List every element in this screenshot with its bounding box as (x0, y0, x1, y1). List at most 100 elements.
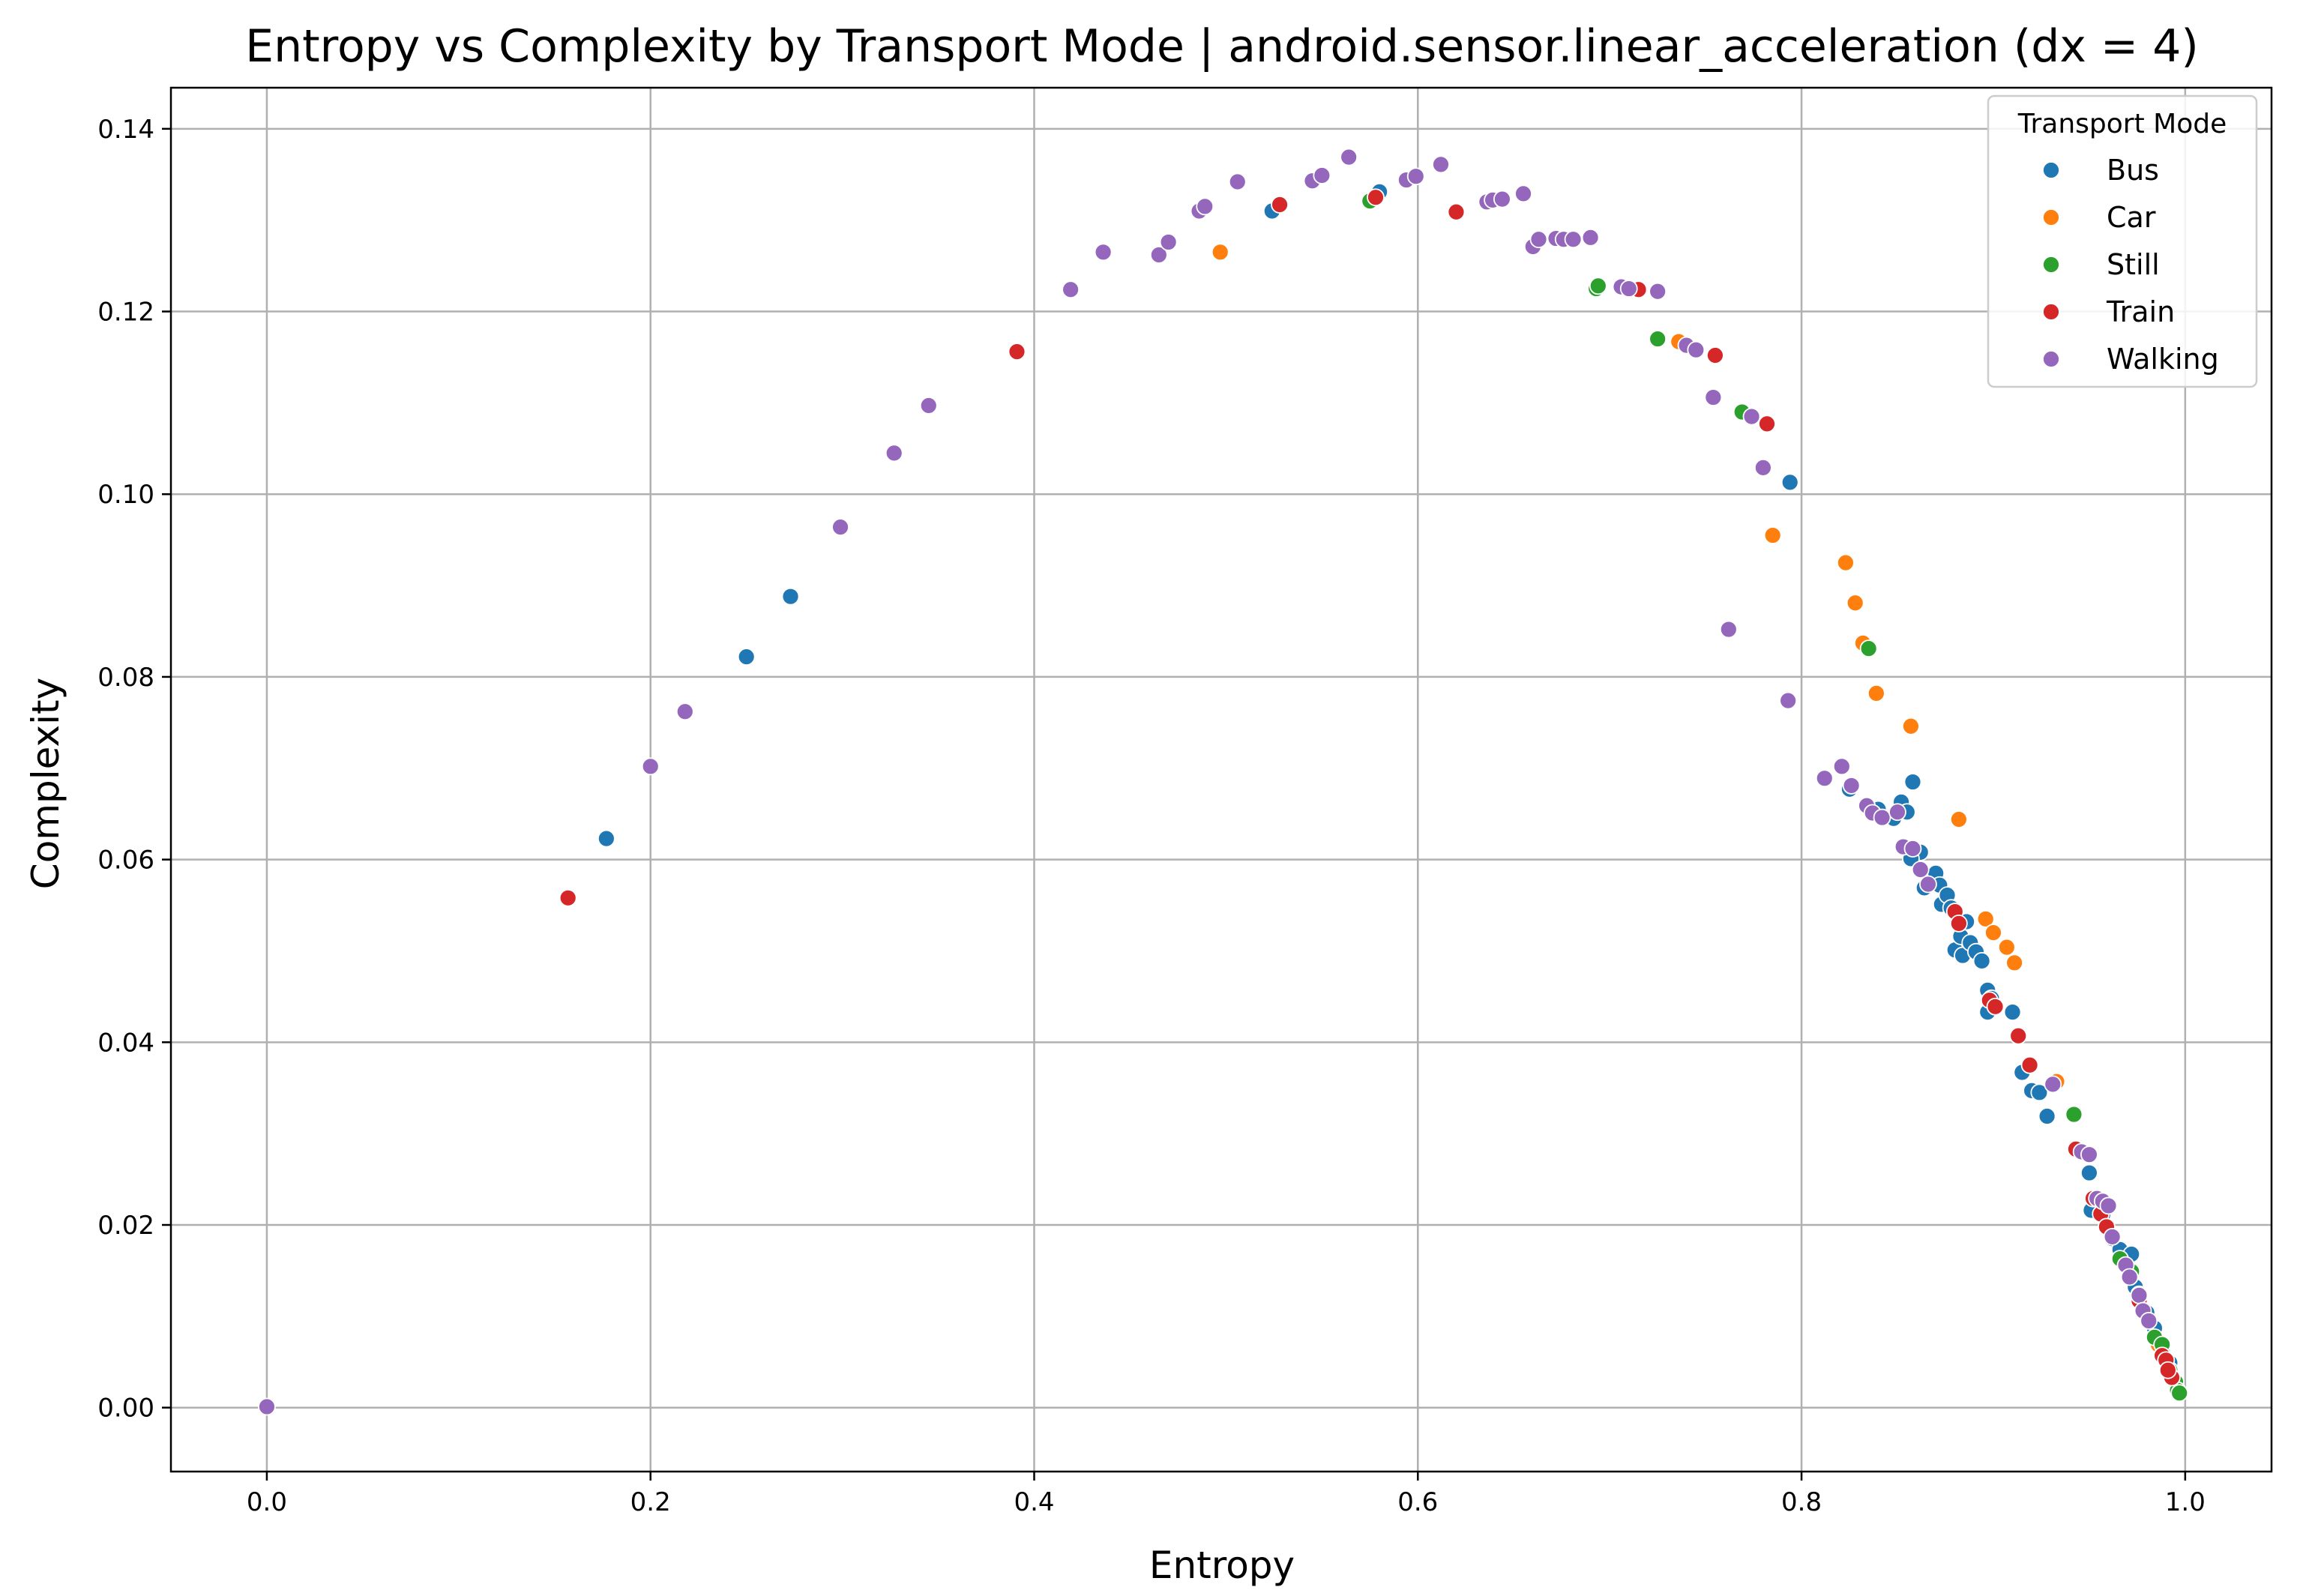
point-train (1706, 346, 1724, 364)
point-walking (1919, 875, 1937, 894)
point-still (1649, 330, 1667, 348)
point-train (1367, 188, 1385, 207)
y-axis-ticks: 0.00 0.02 0.04 0.06 0.08 0.10 0.12 0.14 (97, 115, 171, 1424)
point-walking (1432, 155, 1450, 174)
x-tick-label: 0.2 (630, 1487, 671, 1517)
chart-title: Entropy vs Complexity by Transport Mode … (245, 20, 2199, 73)
point-train (1758, 415, 1776, 433)
point-car (2005, 954, 2024, 972)
point-walking (1873, 808, 1891, 827)
point-walking (885, 444, 903, 463)
point-bus (1903, 773, 1922, 791)
point-walking (1619, 280, 1638, 298)
point-walking (1149, 246, 1168, 264)
point-walking (1493, 190, 1511, 208)
point-car (1902, 717, 1920, 735)
point-walking (1094, 243, 1113, 262)
point-train (1949, 915, 1968, 933)
y-tick-label: 0.02 (97, 1211, 154, 1241)
point-train (1008, 343, 1026, 361)
point-walking (258, 1397, 276, 1416)
y-tick-label: 0.10 (97, 480, 154, 510)
point-walking (2140, 1312, 2158, 1330)
y-tick-label: 0.06 (97, 846, 154, 876)
point-walking (2080, 1145, 2098, 1164)
point-walking (1719, 620, 1738, 639)
point-car (1976, 909, 1995, 928)
point-walking (919, 397, 938, 415)
point-train (2009, 1026, 2028, 1045)
point-walking (831, 518, 849, 536)
legend-label-train: Train (2106, 295, 2175, 328)
legend-label-car: Car (2107, 201, 2156, 234)
point-walking (1529, 230, 1548, 249)
point-walking (1062, 280, 1080, 299)
legend-marker-walking (2042, 350, 2060, 368)
grid (171, 88, 2272, 1472)
point-bus (781, 587, 800, 606)
point-walking (1742, 407, 1761, 426)
point-train (1271, 196, 1289, 214)
point-car (1211, 243, 1229, 262)
point-walking (1903, 840, 1922, 858)
point-walking (2130, 1286, 2149, 1304)
legend-marker-car (2042, 208, 2060, 226)
legend-marker-bus (2042, 161, 2060, 179)
point-car (1984, 924, 2002, 942)
point-walking (2120, 1268, 2139, 1286)
point-train (2020, 1056, 2039, 1074)
point-car (1867, 684, 1885, 702)
point-walking (1196, 197, 1214, 216)
point-bus (597, 829, 615, 848)
point-walking (1649, 282, 1667, 301)
point-bus (1972, 951, 1991, 970)
point-bus (2030, 1083, 2049, 1102)
legend-label-walking: Walking (2107, 343, 2219, 376)
point-bus (2003, 1003, 2022, 1022)
legend-marker-train (2042, 303, 2060, 321)
point-still (1859, 639, 1878, 658)
x-tick-label: 0.4 (1014, 1487, 1054, 1517)
legend-label-still: Still (2107, 248, 2160, 281)
point-train (2158, 1361, 2177, 1379)
point-walking (1779, 691, 1798, 710)
point-still (1589, 277, 1607, 295)
point-walking (1888, 803, 1906, 822)
point-walking (1406, 167, 1425, 186)
point-walking (1911, 861, 1930, 879)
data-points (258, 148, 2189, 1416)
point-walking (1842, 777, 1861, 795)
point-walking (1832, 757, 1851, 776)
x-axis-label: Entropy (1149, 1544, 1295, 1587)
y-axis-label: Complexity (24, 678, 67, 889)
y-tick-label: 0.00 (97, 1394, 154, 1424)
point-walking (1753, 458, 1772, 477)
point-walking (1815, 769, 1834, 788)
legend: Transport Mode Bus Car Still Train Walking (1987, 94, 2258, 388)
point-walking (1313, 166, 1331, 184)
point-walking (1564, 230, 1583, 249)
point-walking (1581, 228, 1600, 247)
x-tick-label: 0.8 (1781, 1487, 1822, 1517)
y-tick-label: 0.14 (97, 115, 154, 145)
point-car (1949, 810, 1968, 828)
legend-items: Bus Car Still Train Walking (2042, 154, 2219, 376)
x-tick-label: 1.0 (2165, 1487, 2206, 1517)
x-axis-ticks: 0.0 0.2 0.4 0.6 0.8 1.0 (247, 1472, 2206, 1517)
point-walking (2099, 1196, 2118, 1215)
plot-frame (169, 86, 2273, 1473)
point-walking (641, 757, 660, 776)
point-train (1447, 202, 1466, 221)
point-walking (2103, 1227, 2122, 1246)
point-walking (1514, 184, 1532, 203)
point-car (1837, 553, 1855, 572)
legend-title: Transport Mode (2017, 109, 2227, 139)
point-walking (1340, 148, 1358, 166)
point-walking (2044, 1075, 2062, 1094)
point-car (1763, 526, 1782, 544)
y-tick-label: 0.08 (97, 663, 154, 693)
point-train (1986, 997, 2005, 1016)
y-tick-label: 0.04 (97, 1028, 154, 1058)
point-train (559, 888, 577, 907)
